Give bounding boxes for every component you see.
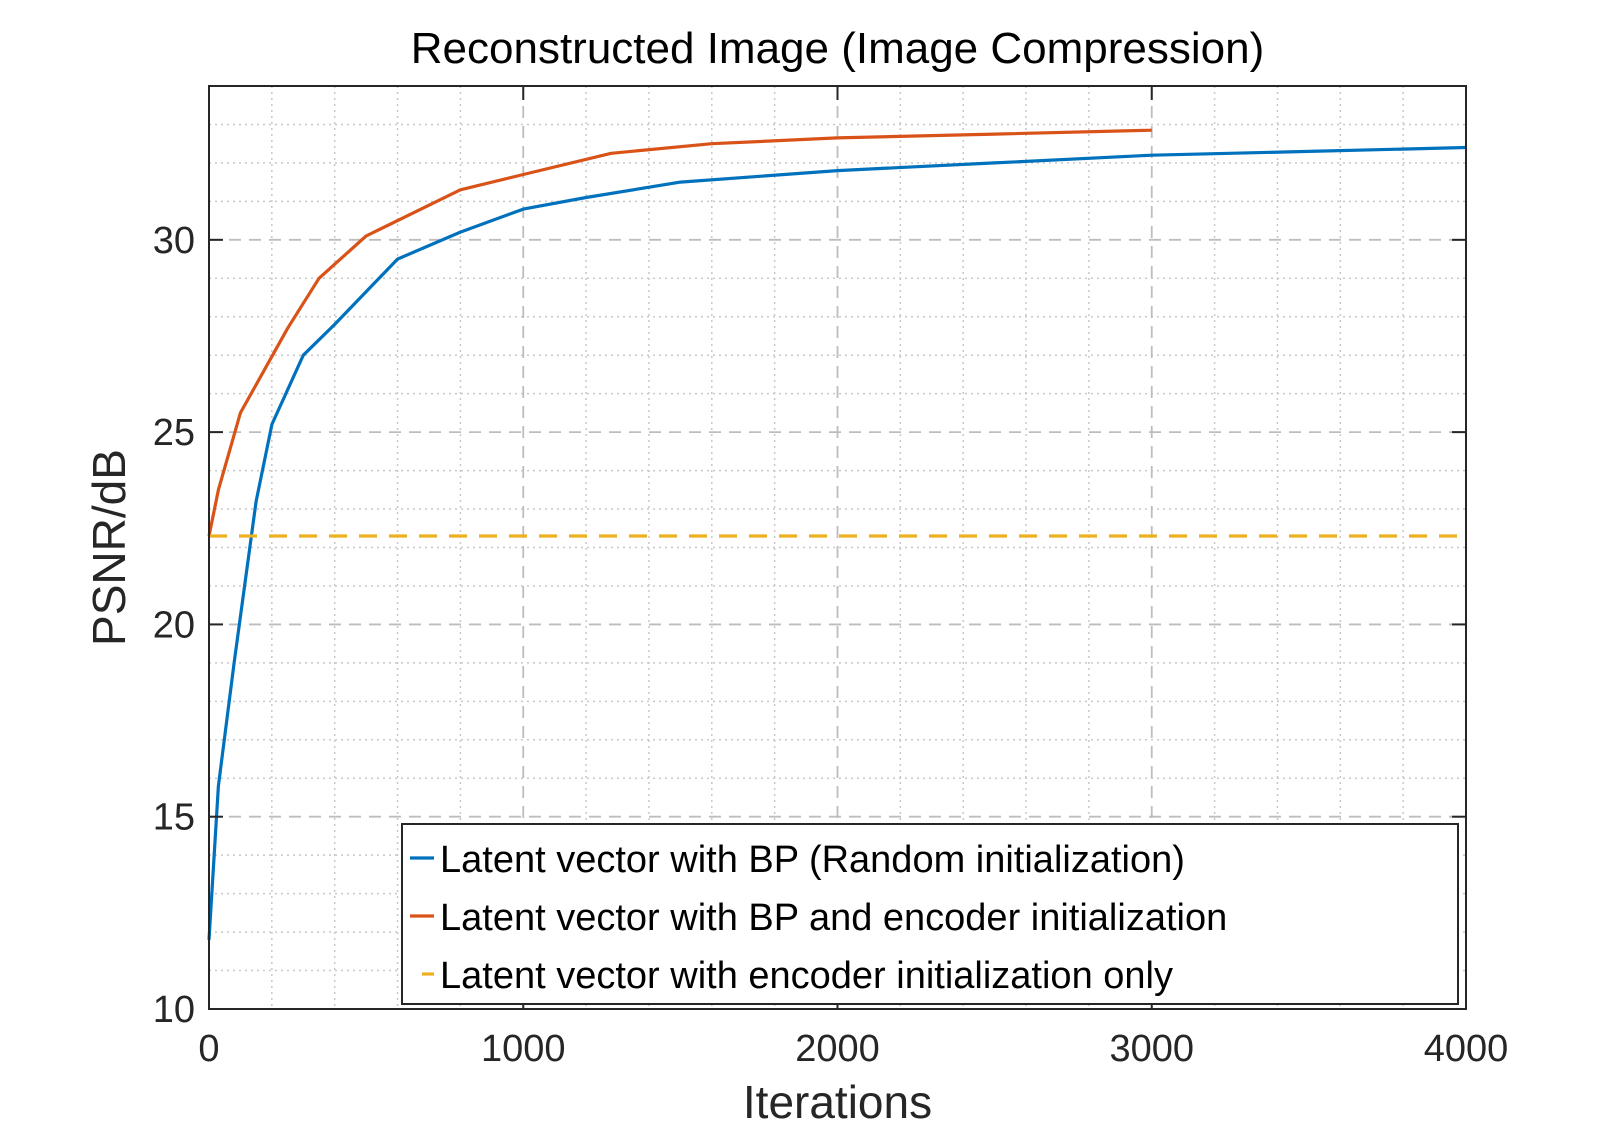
legend-label-3: Latent vector with encoder initializatio… bbox=[440, 955, 1173, 997]
y-tick-label: 20 bbox=[153, 604, 195, 646]
chart-title: Reconstructed Image (Image Compression) bbox=[411, 24, 1264, 73]
legend-box bbox=[401, 823, 1459, 1005]
x-axis-label: Iterations bbox=[743, 1076, 932, 1128]
x-tick-label: 1000 bbox=[481, 1028, 566, 1070]
y-tick-labels: 10 15 20 25 30 bbox=[153, 220, 195, 1031]
x-tick-label: 2000 bbox=[795, 1028, 880, 1070]
series-layer bbox=[207, 128, 1467, 940]
y-tick-label: 10 bbox=[153, 989, 195, 1031]
y-tick-label: 30 bbox=[153, 220, 195, 262]
y-tick-label: 25 bbox=[153, 412, 195, 454]
x-tick-label: 3000 bbox=[1109, 1028, 1194, 1070]
series-line-1 bbox=[207, 145, 1467, 940]
legend-label-2: Latent vector with BP and encoder initia… bbox=[440, 897, 1227, 939]
series-line-2 bbox=[207, 128, 1152, 537]
y-axis-label: PSNR/dB bbox=[83, 449, 135, 646]
y-tick-label: 15 bbox=[153, 797, 195, 839]
legend-label-1: Latent vector with BP (Random initializa… bbox=[440, 839, 1185, 881]
x-tick-labels: 0 1000 2000 3000 4000 bbox=[198, 1028, 1508, 1070]
x-tick-label: 4000 bbox=[1424, 1028, 1509, 1070]
legend: Latent vector with BP (Random initializa… bbox=[401, 823, 1459, 1005]
x-tick-label: 0 bbox=[198, 1028, 219, 1070]
